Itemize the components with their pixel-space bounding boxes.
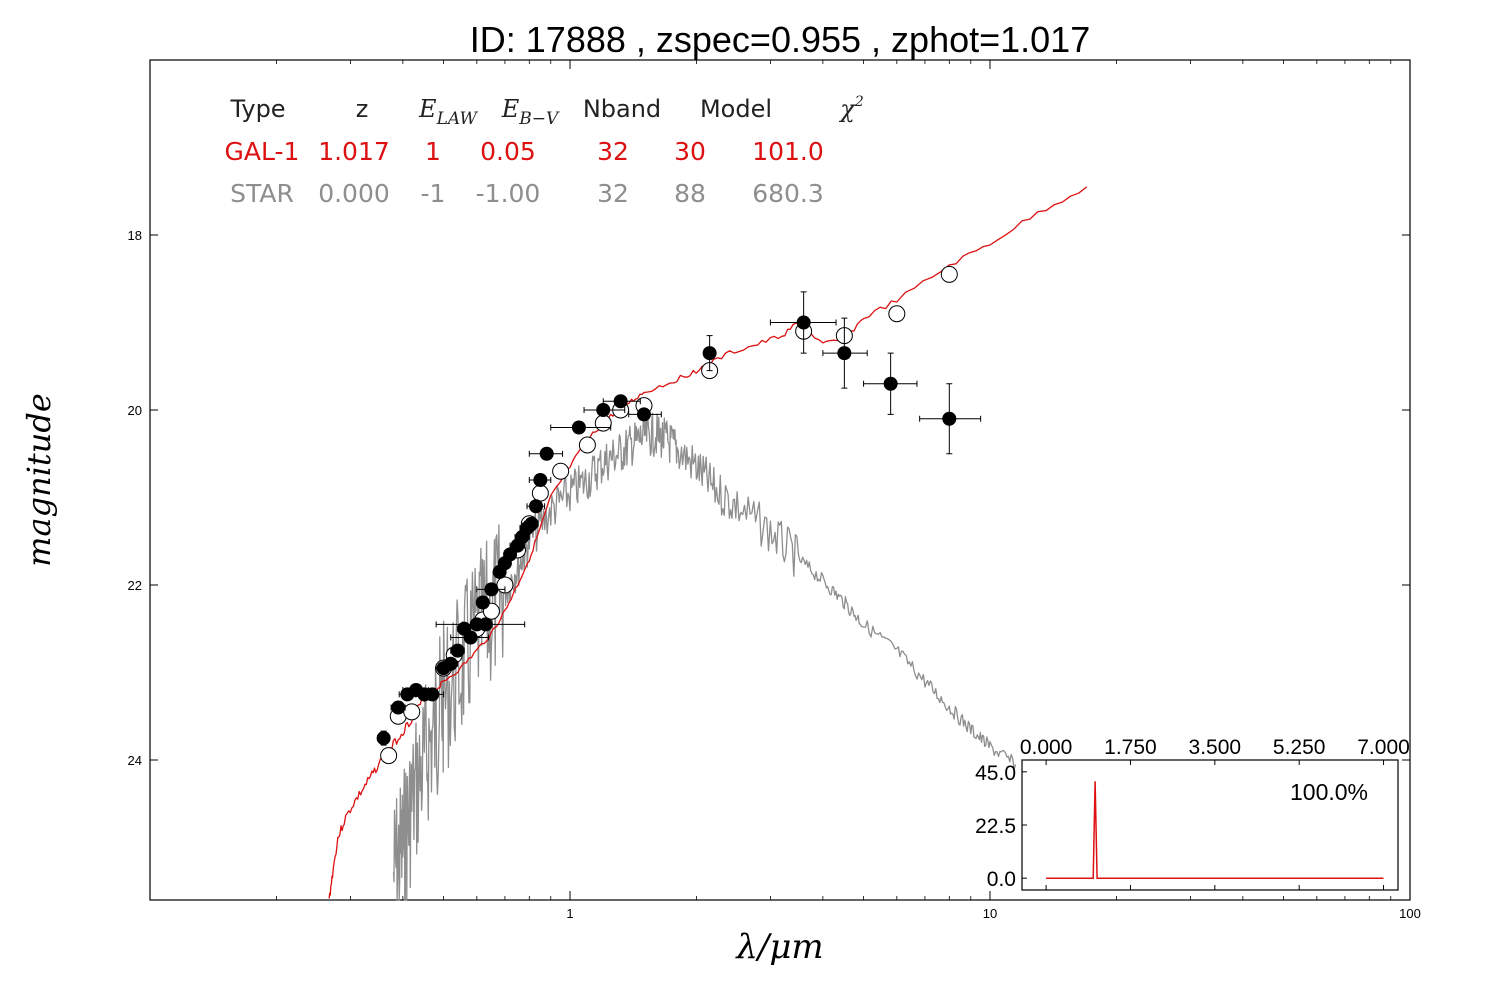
inset-y-tick-label: 22.5 xyxy=(975,815,1016,838)
inset-y-tick-label: 0.0 xyxy=(987,868,1016,891)
observed-point xyxy=(484,582,499,597)
y-tick-label: 20 xyxy=(128,403,142,418)
inset-x-tick-label: 1.750 xyxy=(1104,736,1157,759)
observed-point xyxy=(571,420,586,435)
model-point xyxy=(403,703,421,721)
table-cell-star: 0.000 xyxy=(318,179,390,208)
table-cell-galaxy: 0.05 xyxy=(480,137,536,166)
x-tick-label: 100 xyxy=(1399,906,1421,921)
observed-point xyxy=(533,473,548,487)
plot-frame xyxy=(149,59,1411,901)
table-header: z xyxy=(356,95,369,123)
inset-x-tick-label: 0.000 xyxy=(1020,736,1073,759)
table-cell-galaxy: GAL-1 xyxy=(225,137,300,166)
y-tick-label: 24 xyxy=(128,753,142,768)
pdz-percentage: 100.0% xyxy=(1290,779,1368,805)
model-point xyxy=(940,265,958,283)
table-header: ELAW xyxy=(418,95,478,129)
x-tick-label: 1 xyxy=(566,906,573,921)
table-cell-star: 88 xyxy=(674,179,706,208)
pdz-inset: 0.000 1.750 3.500 5.250 7.000 0.0 22.5 45.0 100.… xyxy=(975,736,1410,891)
observed-point xyxy=(596,403,611,417)
observed-point xyxy=(475,595,490,610)
observed-point xyxy=(450,643,465,658)
observed-point xyxy=(529,499,544,514)
x-tick-label: 10 xyxy=(983,906,997,921)
observed-point xyxy=(796,315,811,330)
table-cell-galaxy: 101.0 xyxy=(752,137,824,166)
galaxy-sed-line xyxy=(328,186,1088,899)
model-point xyxy=(380,747,398,765)
table-header: EB−V xyxy=(501,95,560,129)
observed-point xyxy=(837,346,852,361)
observed-point xyxy=(942,411,957,426)
table-cell-galaxy: 32 xyxy=(597,137,629,166)
y-tick-label: 18 xyxy=(128,228,142,243)
observed-point xyxy=(376,731,391,746)
observed-point xyxy=(702,346,717,361)
table-cell-star: STAR xyxy=(230,179,294,208)
pdz-curve xyxy=(1046,781,1384,879)
y-tick-label: 22 xyxy=(128,578,142,593)
inset-x-tick-label: 3.500 xyxy=(1189,736,1242,759)
observed-point xyxy=(463,630,478,645)
table-cell-galaxy: 1.017 xyxy=(318,137,390,166)
table-cell-star: 32 xyxy=(597,179,629,208)
model-point xyxy=(594,414,612,432)
observed-point xyxy=(539,446,554,461)
table-header: Model xyxy=(700,95,772,123)
x-axis-label: λ/μm xyxy=(734,927,823,967)
observed-point xyxy=(425,687,440,702)
inset-x-tick-label: 7.000 xyxy=(1357,736,1410,759)
table-header: χ2 xyxy=(838,94,864,123)
observed-point xyxy=(883,376,898,391)
table-cell-star: 680.3 xyxy=(752,179,824,208)
star-sed-line xyxy=(392,412,1017,901)
observed-point xyxy=(478,617,493,632)
observed-point xyxy=(636,407,651,422)
observed-point xyxy=(524,516,539,531)
table-header: Nband xyxy=(583,95,661,123)
chart-title: ID: 17888 , zspec=0.955 , zphot=1.017 xyxy=(470,19,1090,60)
table-cell-star: -1 xyxy=(421,179,446,208)
table-header: Type xyxy=(229,95,285,123)
inset-frame xyxy=(1021,759,1399,891)
table-cell-star: -1.00 xyxy=(476,179,541,208)
model-point xyxy=(552,462,570,480)
model-point xyxy=(531,484,549,502)
inset-y-tick-label: 45.0 xyxy=(975,762,1016,785)
observed-point xyxy=(443,656,458,671)
observed-point xyxy=(613,394,628,409)
model-point xyxy=(578,436,596,454)
model-point xyxy=(888,305,906,323)
observed-point xyxy=(391,700,406,715)
inset-x-tick-label: 5.250 xyxy=(1273,736,1326,759)
table-cell-galaxy: 30 xyxy=(674,137,706,166)
y-axis-label: magnitude xyxy=(20,393,58,567)
table-cell-galaxy: 1 xyxy=(425,137,441,166)
